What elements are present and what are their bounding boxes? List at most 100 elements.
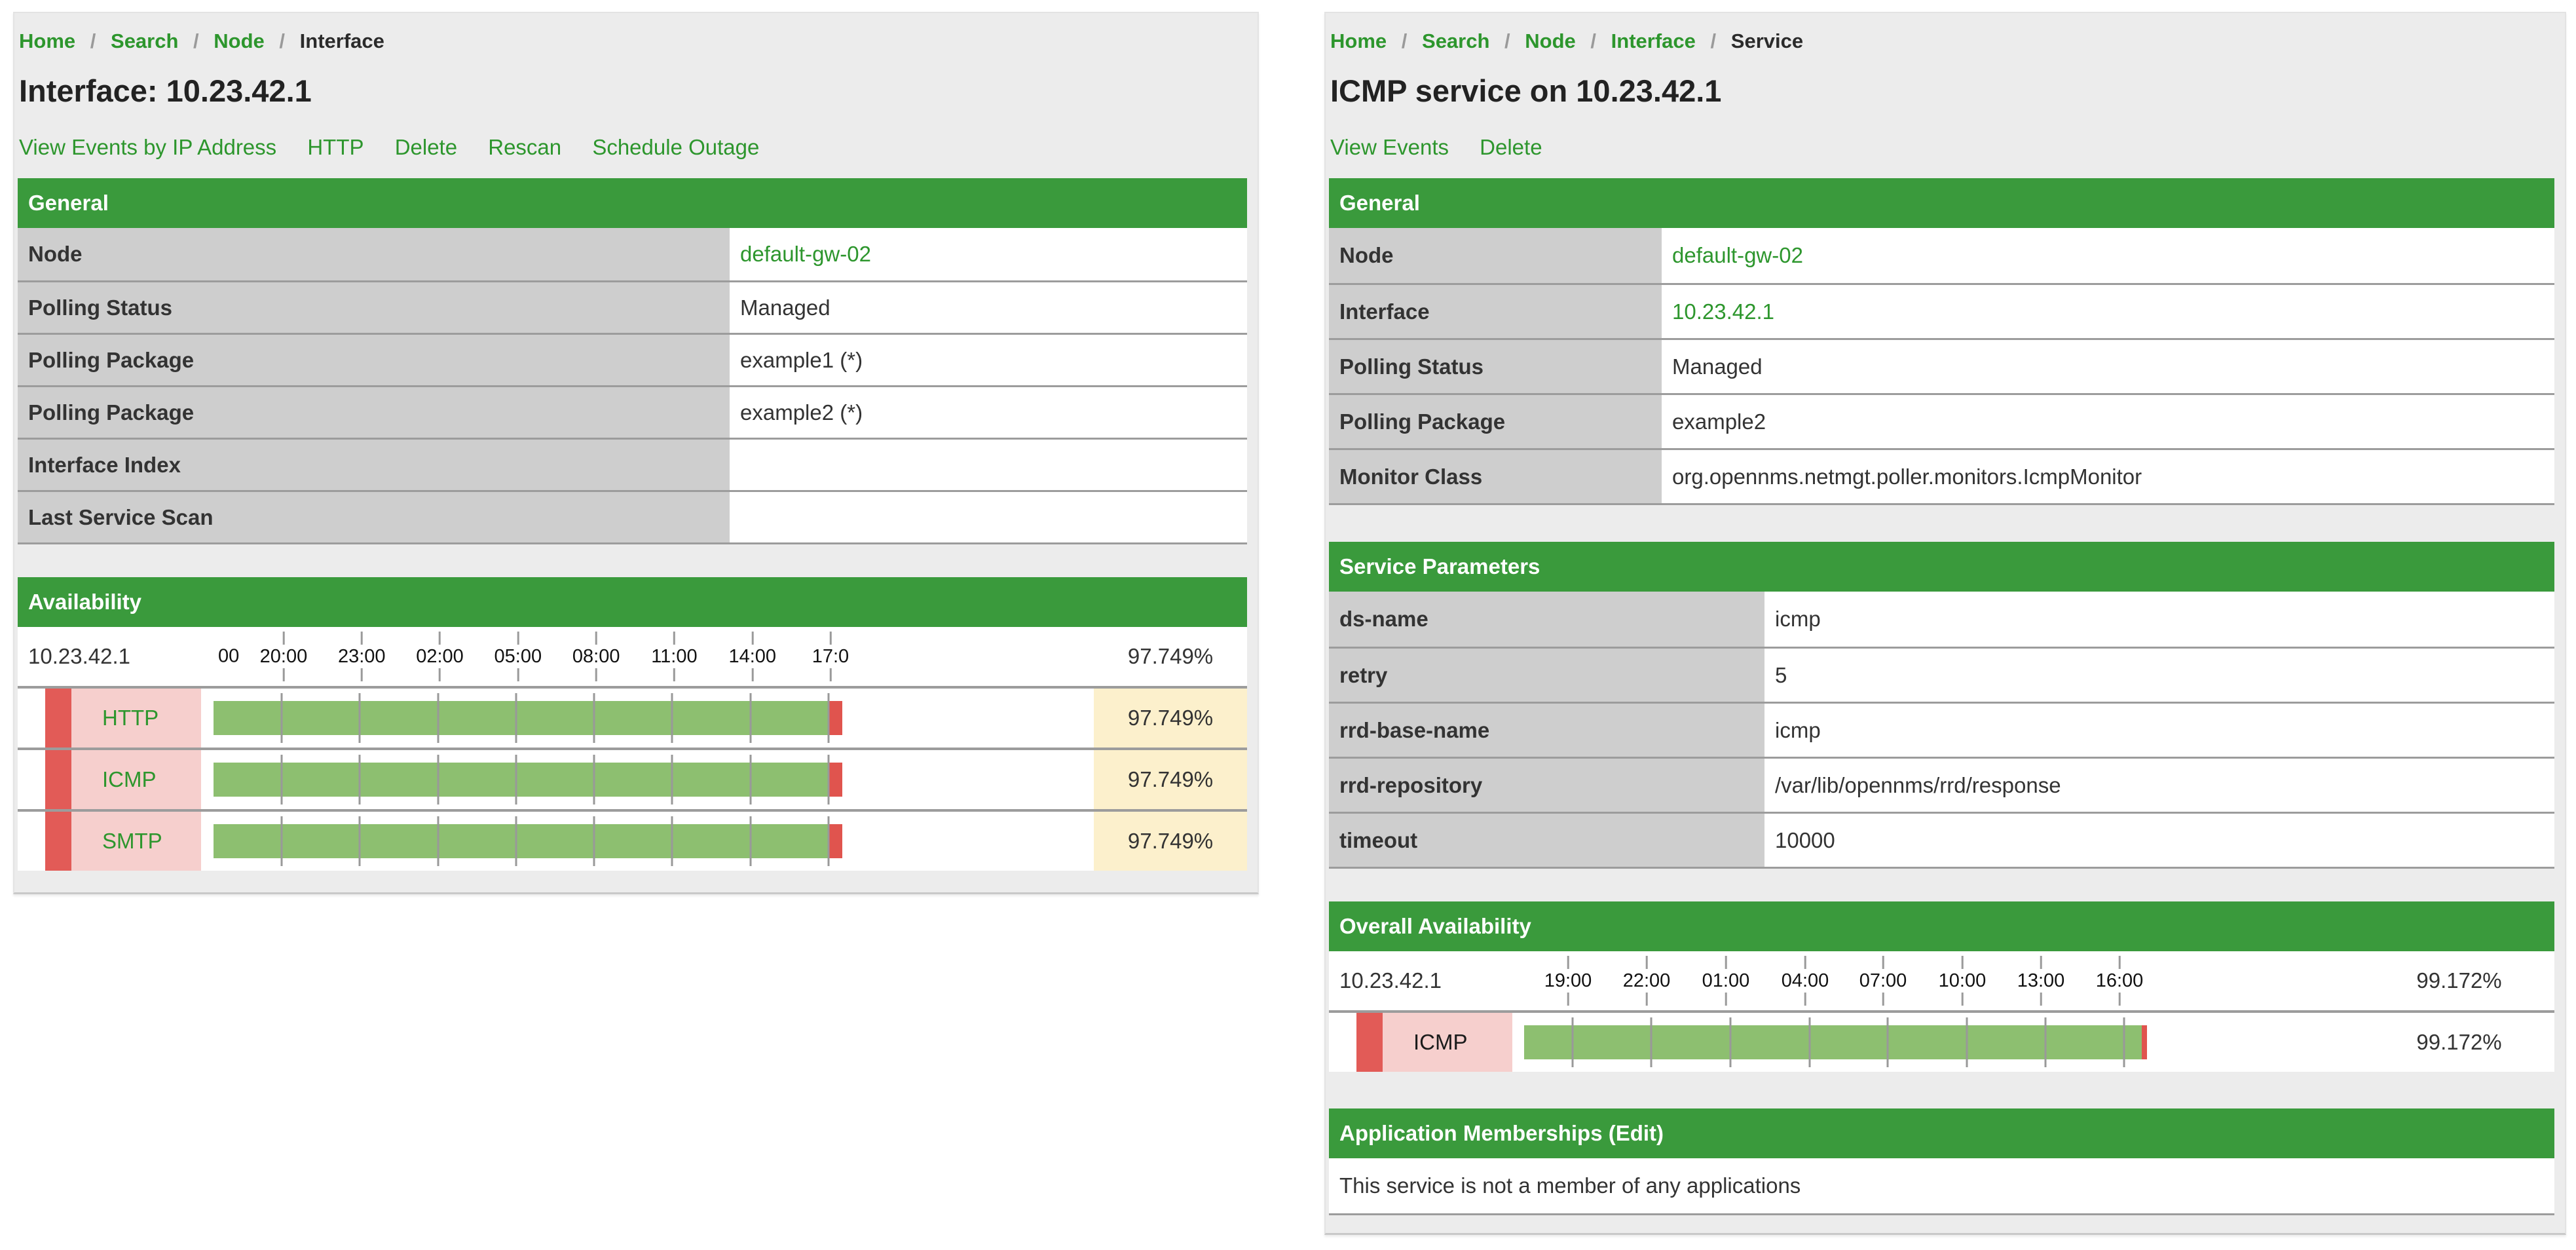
table-row: Polling Status Managed (1329, 338, 2554, 393)
row-label: Node (1329, 228, 1662, 283)
availability-bar-down (828, 701, 842, 735)
axis-tick-label: 01:00 (1702, 970, 1750, 991)
service-availability-percent: 97.749% (1094, 812, 1247, 871)
row-value: example1 (*) (730, 335, 1247, 385)
application-memberships-empty-message: This service is not a member of any appl… (1329, 1158, 2554, 1213)
table-row: Interface 10.23.42.1 (1329, 283, 2554, 338)
row-gutter (18, 750, 45, 809)
row-label: Node (18, 228, 730, 280)
grid-tick (749, 755, 752, 805)
row-value: icmp (1764, 704, 2554, 757)
breadcrumb-separator: / (1710, 29, 1717, 52)
axis-tick-label: 20:00 (259, 645, 308, 667)
service-availability-row: ICMP 97.749% (18, 748, 1247, 809)
row-value: org.opennms.netmgt.poller.monitors.IcmpM… (1662, 450, 2554, 503)
interface-ip-label: 10.23.42.1 (28, 644, 130, 668)
axis-tick-label: 14:00 (728, 645, 777, 667)
table-row: Node default-gw-02 (18, 228, 1247, 280)
schedule-outage-link[interactable]: Schedule Outage (592, 135, 760, 159)
row-label: Polling Status (1329, 340, 1662, 393)
grid-tick (593, 816, 595, 866)
breadcrumb-current: Service (1730, 29, 1804, 52)
table-row: retry 5 (1329, 647, 2554, 702)
availability-axis-row: 10.23.42.1 19:00 22:00 01:00 04:00 07:00… (1329, 951, 2554, 1010)
http-link[interactable]: HTTP (307, 135, 364, 159)
table-row: Polling Package example2 (1329, 393, 2554, 448)
row-label: Polling Package (1329, 395, 1662, 448)
availability-table: Availability 10.23.42.1 00 20:00 23:00 0… (18, 577, 1247, 871)
general-table: General Node default-gw-02 Polling Statu… (18, 178, 1247, 544)
breadcrumb-separator: / (279, 29, 286, 52)
grid-tick (358, 693, 361, 743)
axis-tick-label: 19:00 (1544, 970, 1592, 991)
axis-tick-label: 10:00 (1938, 970, 1987, 991)
action-links: View Events Delete (1329, 135, 2554, 160)
service-parameters-header: Service Parameters (1329, 542, 2554, 592)
breadcrumb-node[interactable]: Node (1525, 29, 1576, 52)
node-link[interactable]: default-gw-02 (740, 242, 871, 266)
overall-availability-percent: 99.172% (2416, 968, 2502, 993)
availability-bar (214, 763, 842, 797)
axis-tick-label: 04:00 (1781, 970, 1829, 991)
service-link-http[interactable]: HTTP (102, 706, 159, 730)
grid-tick (593, 755, 595, 805)
breadcrumb-interface[interactable]: Interface (1611, 29, 1696, 52)
breadcrumb-node[interactable]: Node (214, 29, 265, 52)
application-memberships-table: Application Memberships (Edit) This serv… (1329, 1108, 2554, 1215)
breadcrumb-home[interactable]: Home (19, 29, 76, 52)
table-row: Monitor Class org.opennms.netmgt.poller.… (1329, 448, 2554, 503)
availability-header: Availability (18, 577, 1247, 627)
availability-bar-up (1524, 1025, 2142, 1059)
grid-tick (1650, 1017, 1652, 1067)
interface-link[interactable]: 10.23.42.1 (1672, 299, 1774, 324)
service-link-icmp[interactable]: ICMP (102, 767, 157, 791)
breadcrumb-search[interactable]: Search (1422, 29, 1490, 52)
row-value: Managed (730, 282, 1247, 333)
page-title: Interface: 10.23.42.1 (19, 73, 312, 108)
application-memberships-header[interactable]: Application Memberships (Edit) (1329, 1108, 2554, 1158)
outage-status-stripe (1356, 1013, 1383, 1072)
row-value: /var/lib/opennms/rrd/response (1764, 759, 2554, 812)
breadcrumb: Home / Search / Node / Interface (18, 29, 1247, 53)
overall-availability-percent: 97.749% (1127, 644, 1214, 668)
availability-bar-cell (201, 812, 1094, 871)
breadcrumb-separator: / (193, 29, 199, 52)
row-label: Last Service Scan (18, 492, 730, 542)
row-gutter (1329, 1013, 1356, 1072)
grid-tick (280, 755, 283, 805)
row-label: Polling Status (18, 282, 730, 333)
node-link[interactable]: default-gw-02 (1672, 243, 1803, 267)
breadcrumb-separator: / (90, 29, 96, 52)
breadcrumb-search[interactable]: Search (111, 29, 179, 52)
general-table: General Node default-gw-02 Interface 10.… (1329, 178, 2554, 505)
breadcrumb-separator: / (1504, 29, 1510, 52)
rescan-link[interactable]: Rescan (488, 135, 562, 159)
grid-tick (1886, 1017, 1889, 1067)
outage-status-stripe (45, 689, 71, 748)
service-link-smtp[interactable]: SMTP (102, 829, 162, 853)
breadcrumb-home[interactable]: Home (1330, 29, 1387, 52)
grid-tick (1729, 1017, 1732, 1067)
grid-tick (827, 755, 830, 805)
delete-link[interactable]: Delete (394, 135, 458, 159)
grid-tick (827, 693, 830, 743)
availability-bar-cell (201, 689, 1094, 748)
view-events-by-ip-link[interactable]: View Events by IP Address (19, 135, 277, 159)
table-row: rrd-repository /var/lib/opennms/rrd/resp… (1329, 757, 2554, 812)
availability-bar (214, 701, 842, 735)
view-events-link[interactable]: View Events (1330, 135, 1449, 159)
general-table-header: General (1329, 178, 2554, 228)
row-label: Polling Package (18, 387, 730, 438)
row-value: example2 (*) (730, 387, 1247, 438)
service-page-panel: Home / Search / Node / Interface / Servi… (1324, 12, 2566, 1235)
axis-tick-label: 17:0 (812, 645, 849, 667)
grid-tick (671, 693, 673, 743)
time-axis: 19:00 22:00 01:00 04:00 07:00 10:00 13:0… (1520, 951, 2143, 1010)
service-availability-percent: 97.749% (1094, 750, 1247, 809)
table-row: ds-name icmp (1329, 592, 2554, 647)
availability-bar (1524, 1025, 2147, 1059)
breadcrumb-separator: / (1401, 29, 1408, 52)
axis-tick-label: 02:00 (416, 645, 464, 667)
row-label: retry (1329, 649, 1764, 702)
delete-link[interactable]: Delete (1480, 135, 1542, 159)
